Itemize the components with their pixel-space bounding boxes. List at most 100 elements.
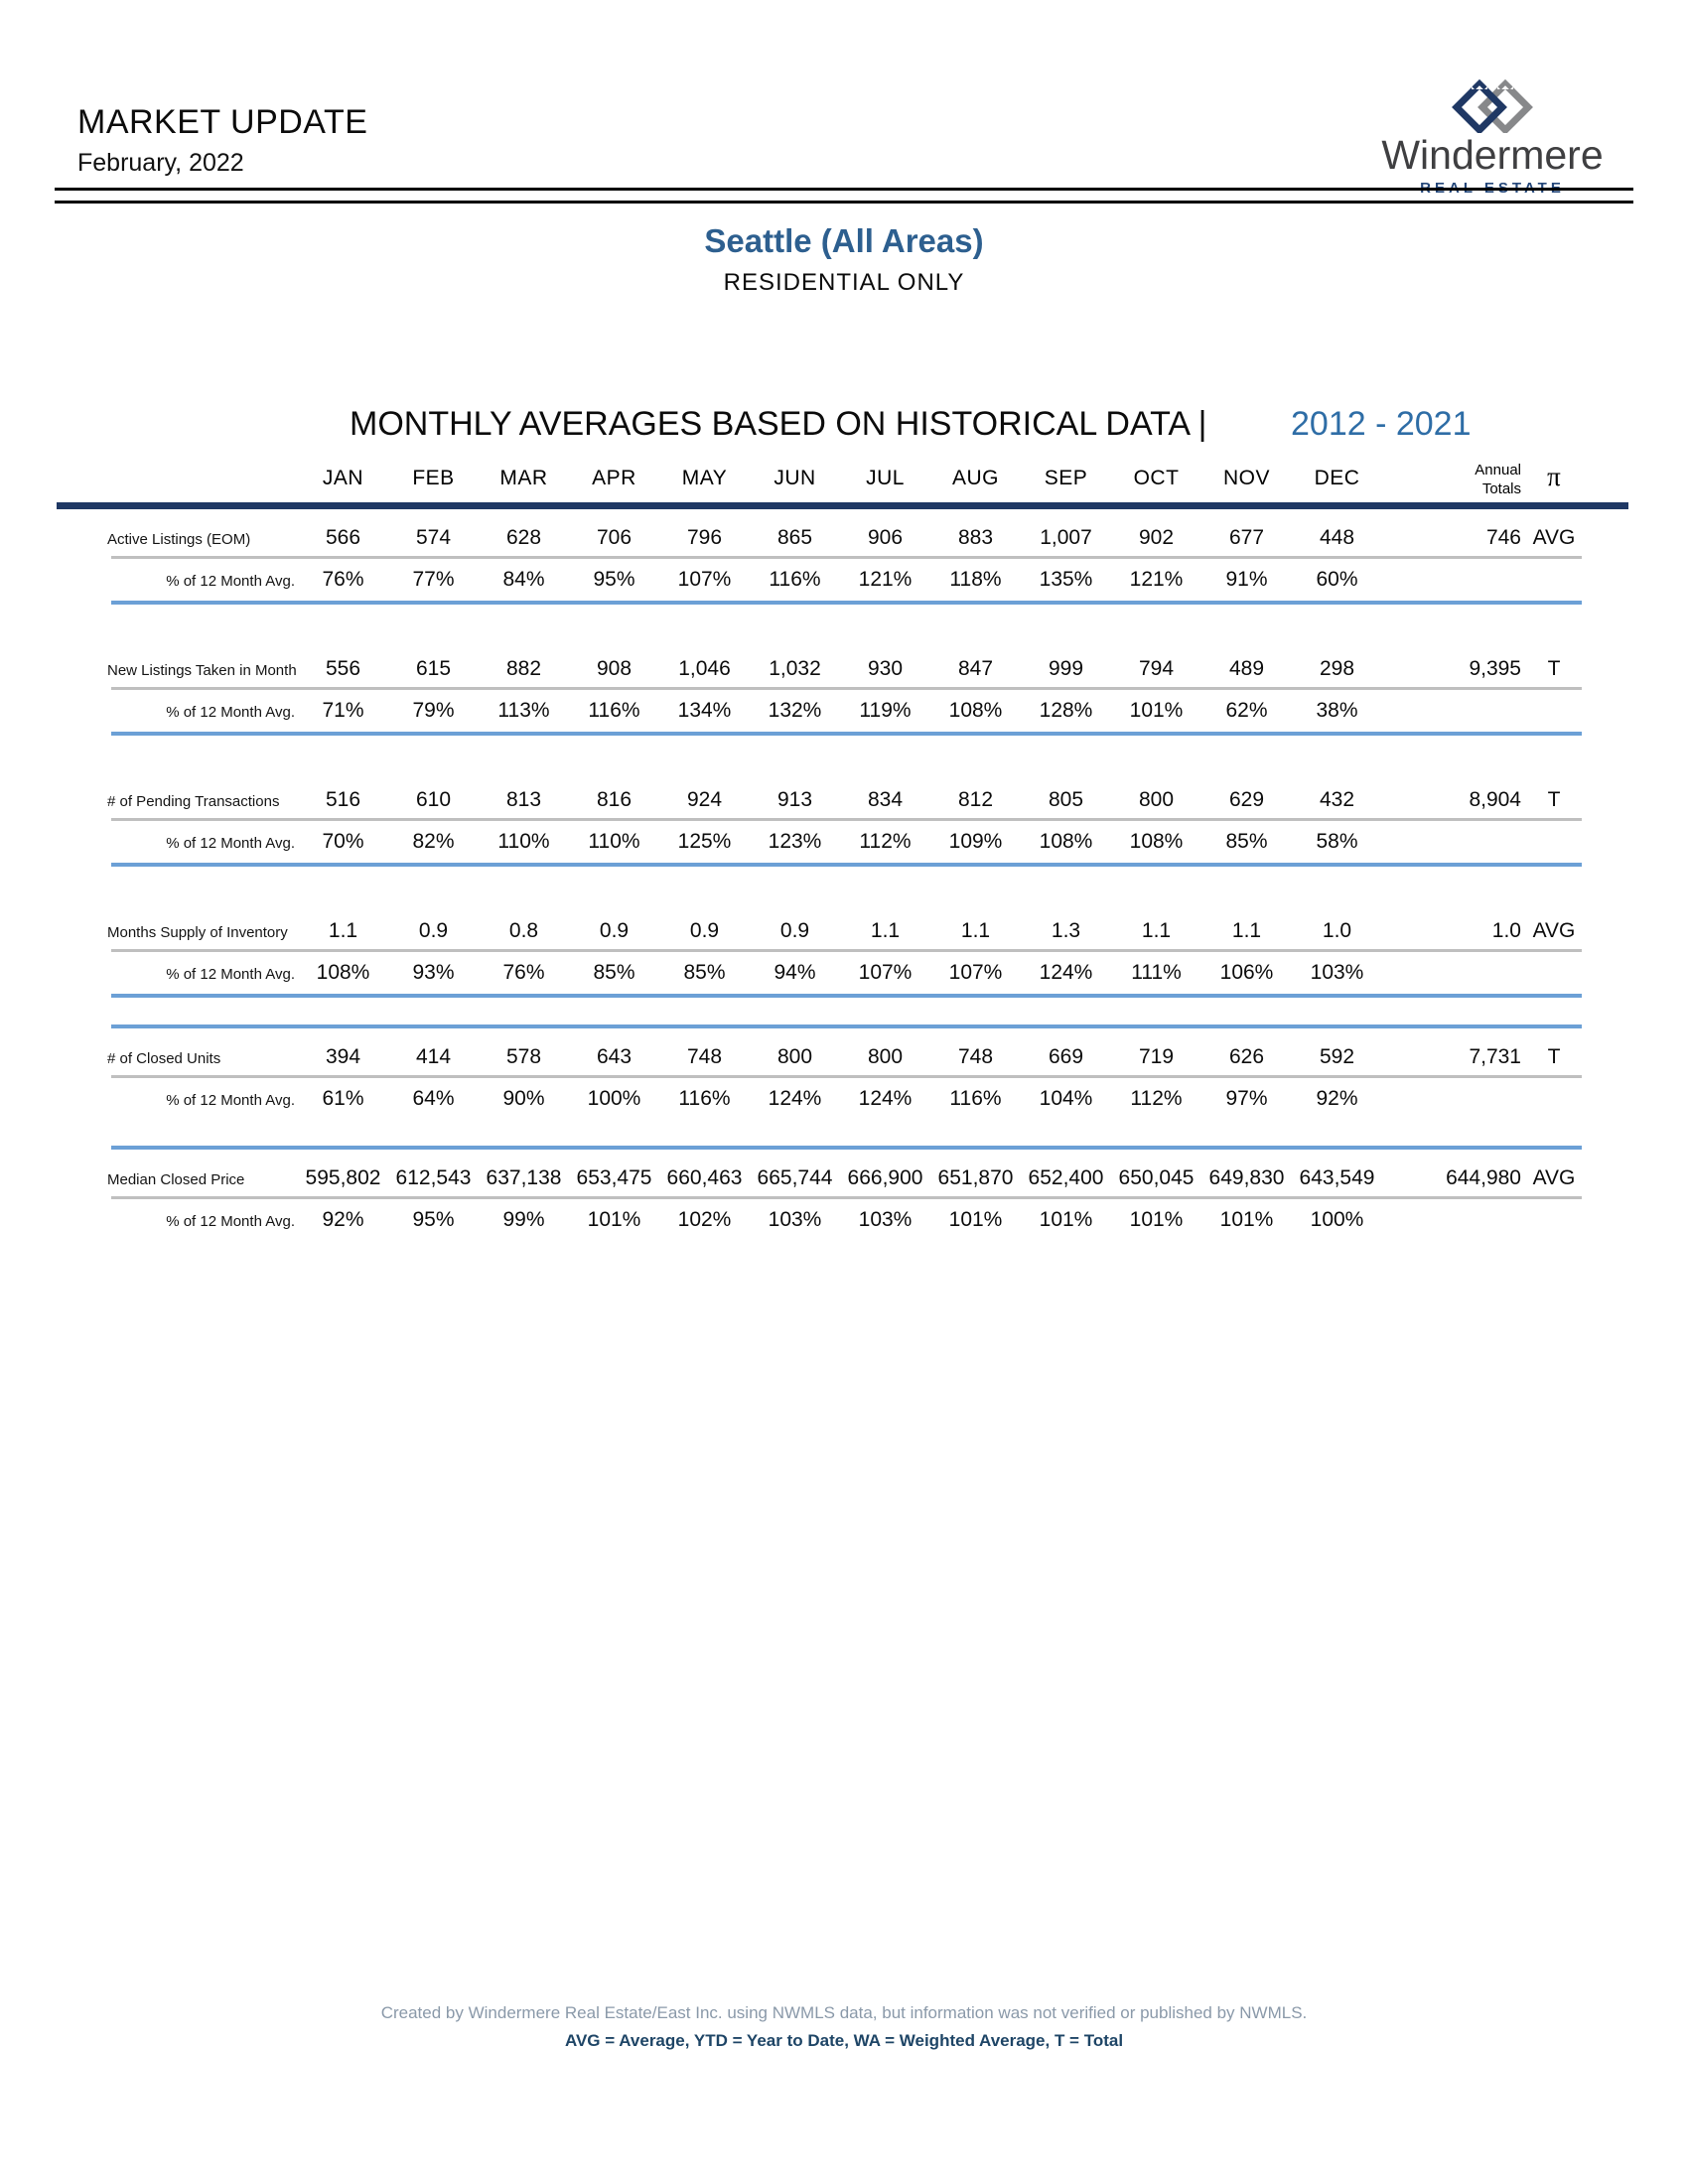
- pct-cell: 116%: [949, 1086, 1002, 1110]
- value-cell: 812: [957, 787, 994, 811]
- pct-cell: 121%: [858, 567, 913, 591]
- value-cell: 1,007: [1040, 525, 1092, 549]
- value-cell: 882: [505, 656, 542, 680]
- value-cell: 578: [505, 1044, 542, 1068]
- pct-cell: 135%: [1039, 567, 1093, 591]
- total-type-cell: AVG: [1532, 1165, 1576, 1189]
- annual-total-cell: 7,731: [1469, 1044, 1521, 1068]
- value-cell: 999: [1048, 656, 1084, 680]
- value-underline: [111, 1195, 1582, 1199]
- pct-cell: 91%: [1225, 567, 1268, 591]
- row-label: Active Listings (EOM): [107, 530, 251, 548]
- value-cell: 666,900: [847, 1165, 923, 1189]
- pct-cell: 97%: [1225, 1086, 1268, 1110]
- value-cell: 649,830: [1208, 1165, 1285, 1189]
- pct-cell: 103%: [858, 1207, 913, 1231]
- pct-row-label: % of 12 Month Avg.: [166, 1091, 295, 1109]
- pct-underline: [111, 993, 1582, 998]
- pct-cell: 123%: [768, 829, 822, 853]
- pct-cell: 107%: [858, 960, 913, 984]
- pct-cell: 103%: [768, 1207, 822, 1231]
- pct-underline: [111, 731, 1582, 736]
- pct-cell: 116%: [588, 698, 640, 722]
- value-cell: 615: [415, 656, 452, 680]
- pct-cell: 64%: [412, 1086, 455, 1110]
- value-cell: 660,463: [666, 1165, 743, 1189]
- total-type-cell: AVG: [1532, 918, 1576, 942]
- value-cell: 489: [1228, 656, 1265, 680]
- column-header-month: OCT: [1133, 466, 1180, 489]
- table-header-row: JAN FEB MAR APR MAY JUN JUL AUG SEP OCT NOV DEC Annu…: [60, 455, 1589, 497]
- value-cell: 626: [1228, 1044, 1265, 1068]
- value-cell: 800: [1138, 787, 1175, 811]
- value-cell: 800: [867, 1044, 904, 1068]
- value-cell: 0.9: [779, 918, 810, 942]
- table-row: New Listings Taken in Month 556 615 882 908 1…: [60, 640, 1589, 681]
- value-cell: 556: [325, 656, 361, 680]
- pct-cell: 118%: [949, 567, 1002, 591]
- annual-header-line1: Annual: [1475, 462, 1521, 478]
- pct-cell: 82%: [412, 829, 455, 853]
- value-cell: 1.3: [1051, 918, 1081, 942]
- table-header-rule: [57, 501, 1628, 509]
- value-cell: 516: [325, 787, 361, 811]
- pct-cell: 101%: [1039, 1207, 1093, 1231]
- value-cell: 906: [867, 525, 904, 549]
- value-cell: 0.9: [418, 918, 449, 942]
- table-row: Months Supply of Inventory 1.1 0.9 0.8 0.9 0.…: [60, 902, 1589, 943]
- value-cell: 1,032: [769, 656, 821, 680]
- annual-total-cell: 8,904: [1469, 787, 1521, 811]
- pct-cell: 116%: [678, 1086, 731, 1110]
- column-header-total-type: π: [1547, 461, 1561, 491]
- value-cell: 796: [686, 525, 723, 549]
- annual-total-cell: 9,395: [1469, 656, 1521, 680]
- pct-cell: 101%: [948, 1207, 1003, 1231]
- page-date: February, 2022: [77, 149, 244, 177]
- pct-cell: 71%: [322, 698, 364, 722]
- footer-legend: AVG = Average, YTD = Year to Date, WA = …: [564, 2031, 1124, 2050]
- value-cell: 930: [867, 656, 904, 680]
- row-label: Months Supply of Inventory: [107, 923, 288, 941]
- value-cell: 813: [505, 787, 542, 811]
- pct-cell: 108%: [1129, 829, 1184, 853]
- total-type-cell: T: [1547, 656, 1561, 680]
- section-gap: [60, 1111, 1589, 1137]
- table-row: Median Closed Price 595,802 612,543 637,138…: [60, 1150, 1589, 1190]
- windermere-diamond-icon: [1452, 77, 1533, 133]
- value-cell: 805: [1048, 787, 1084, 811]
- value-cell: 448: [1319, 525, 1355, 549]
- value-cell: 883: [957, 525, 994, 549]
- value-cell: 643,549: [1299, 1165, 1375, 1189]
- pct-cell: 128%: [1039, 698, 1093, 722]
- row-label: # of Closed Units: [107, 1049, 221, 1067]
- value-cell: 1.1: [870, 918, 901, 942]
- pct-cell: 79%: [412, 698, 455, 722]
- pct-cell: 111%: [1131, 960, 1182, 984]
- annual-total-cell: 746: [1485, 525, 1521, 549]
- value-cell: 1.1: [960, 918, 991, 942]
- pct-cell: 58%: [1316, 829, 1358, 853]
- table-row: % of 12 Month Avg. 70% 82% 110% 110% 125% 123%…: [60, 821, 1589, 854]
- value-cell: 592: [1319, 1044, 1355, 1068]
- table-row: % of 12 Month Avg. 92% 95% 99% 101% 102% 103% 1…: [60, 1199, 1589, 1232]
- pct-cell: 110%: [588, 829, 640, 853]
- value-cell: 651,870: [937, 1165, 1014, 1189]
- section-gap: [60, 605, 1589, 640]
- pct-cell: 92%: [1316, 1086, 1358, 1110]
- column-header-month: FEB: [412, 466, 455, 489]
- value-cell: 865: [776, 525, 813, 549]
- total-type-cell: T: [1547, 787, 1561, 811]
- section-top-rule: [111, 1145, 1582, 1150]
- value-cell: 610: [415, 787, 452, 811]
- annual-total-cell: 1.0: [1491, 918, 1521, 942]
- header-divider: [55, 188, 1633, 204]
- report-subtitle: RESIDENTIAL ONLY: [723, 269, 965, 296]
- column-header-month: MAR: [499, 466, 548, 489]
- report-footer: Created by Windermere Real Estate/East I…: [0, 2003, 1688, 2051]
- pct-row-label: % of 12 Month Avg.: [166, 834, 295, 852]
- column-header-month: NOV: [1222, 466, 1270, 489]
- section-top-rule: [111, 1024, 1582, 1028]
- pct-cell: 101%: [1219, 1207, 1274, 1231]
- pct-cell: 90%: [502, 1086, 545, 1110]
- value-cell: 800: [776, 1044, 813, 1068]
